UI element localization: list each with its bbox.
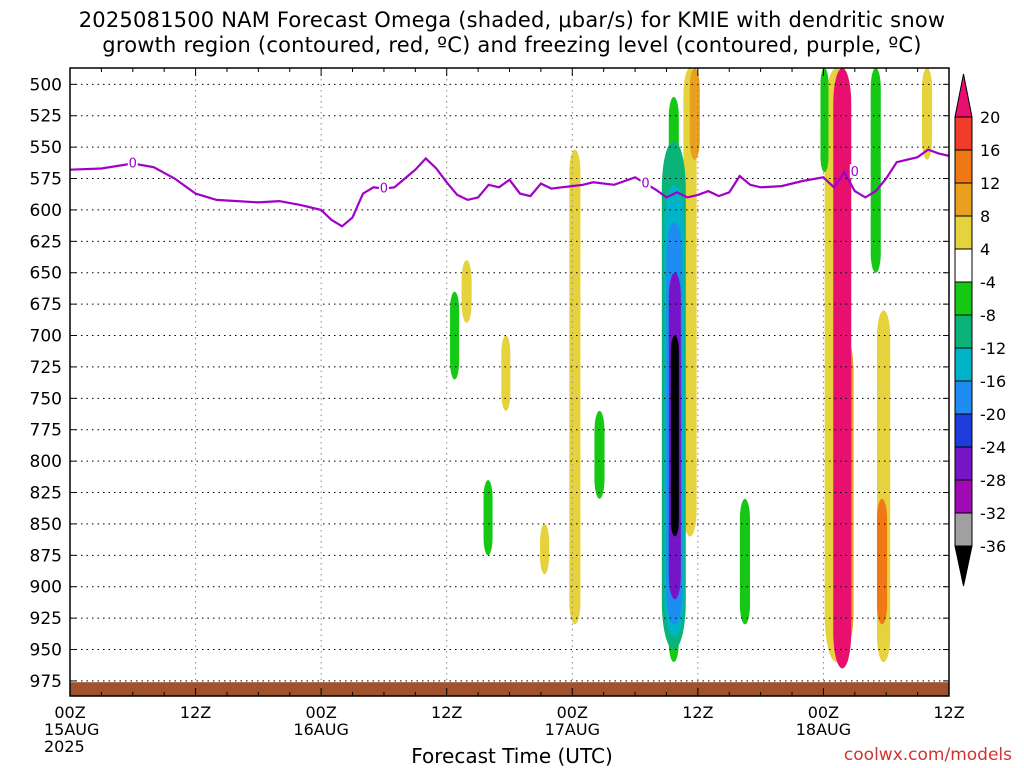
y-tick-label: 525 bbox=[30, 107, 62, 127]
colorbar-level-label: -8 bbox=[980, 306, 996, 325]
colorbar-min-triangle bbox=[954, 545, 973, 587]
y-tick-label: 950 bbox=[30, 641, 62, 661]
freezing-level-contour-label: 0 bbox=[851, 165, 859, 180]
colorbar-swatch bbox=[954, 182, 973, 217]
y-tick-label: 975 bbox=[30, 672, 62, 692]
x-tick-label: 17AUG bbox=[545, 720, 600, 739]
colorbar-swatch bbox=[954, 380, 973, 415]
omega-region bbox=[739, 498, 750, 625]
colorbar-level-label: -4 bbox=[980, 273, 996, 292]
y-tick-label: 750 bbox=[30, 389, 62, 409]
y-tick-label: 900 bbox=[30, 578, 62, 598]
y-tick-label: 725 bbox=[30, 358, 62, 378]
y-tick-label: 600 bbox=[30, 201, 62, 221]
colorbar-swatch bbox=[954, 281, 973, 316]
x-tick-label: 12Z bbox=[180, 703, 211, 722]
colorbar-level-label: -32 bbox=[980, 504, 1006, 523]
omega-region bbox=[594, 410, 605, 499]
omega-region bbox=[833, 68, 852, 669]
x-tick-label: 18AUG bbox=[796, 720, 851, 739]
y-tick-label: 800 bbox=[30, 452, 62, 472]
y-tick-label: 675 bbox=[30, 295, 62, 315]
contour-label-bg bbox=[378, 180, 389, 195]
freezing-level-line bbox=[70, 148, 949, 228]
y-tick-label: 850 bbox=[30, 515, 62, 535]
colorbar-level-label: -24 bbox=[980, 438, 1006, 457]
colorbar-swatch bbox=[954, 149, 973, 184]
colorbar-swatch bbox=[954, 314, 973, 349]
colorbar-swatch bbox=[954, 248, 973, 283]
x-tick-label: 16AUG bbox=[293, 720, 348, 739]
x-tick-label: 2025 bbox=[44, 737, 85, 756]
y-tick-label: 650 bbox=[30, 264, 62, 284]
colorbar-swatch bbox=[954, 413, 973, 448]
colorbar-swatch bbox=[954, 116, 973, 151]
colorbar-level-label: 12 bbox=[980, 174, 1000, 193]
y-tick-label: 500 bbox=[30, 75, 62, 95]
y-tick-label: 700 bbox=[30, 327, 62, 347]
omega-region bbox=[501, 335, 511, 411]
x-axis-label: Forecast Time (UTC) bbox=[411, 744, 613, 768]
omega-region bbox=[670, 335, 679, 537]
chart-title-line-2: growth region (contoured, red, ºC) and f… bbox=[102, 33, 922, 57]
contour-label-bg bbox=[640, 175, 651, 190]
chart-title-line-1: 2025081500 NAM Forecast Omega (shaded, μ… bbox=[78, 8, 946, 32]
omega-region bbox=[921, 68, 933, 160]
freezing-level-contour-label: 0 bbox=[380, 182, 388, 197]
omega-region bbox=[870, 68, 881, 273]
omega-region bbox=[450, 291, 460, 380]
colorbar-swatch bbox=[954, 446, 973, 481]
colorbar-level-label: -12 bbox=[980, 339, 1006, 358]
y-tick-label: 575 bbox=[30, 170, 62, 190]
contour-label-bg bbox=[127, 155, 138, 170]
x-tick-label: 00Z bbox=[808, 703, 839, 722]
colorbar-level-label: 20 bbox=[980, 108, 1000, 127]
x-tick-label: 00Z bbox=[305, 703, 336, 722]
colorbar-swatch bbox=[954, 512, 973, 547]
x-tick-label: 00Z bbox=[54, 703, 85, 722]
colorbar-swatch bbox=[954, 215, 973, 250]
x-tick-label: 00Z bbox=[557, 703, 588, 722]
x-tick-label: 12Z bbox=[933, 703, 964, 722]
y-tick-label: 825 bbox=[30, 484, 62, 504]
colorbar-level-label: -20 bbox=[980, 405, 1006, 424]
omega-region bbox=[483, 479, 493, 556]
x-tick-label: 15AUG bbox=[44, 720, 99, 739]
colorbar-max-triangle bbox=[954, 73, 973, 118]
y-tick-label: 925 bbox=[30, 609, 62, 629]
contour-label-bg bbox=[849, 164, 860, 179]
omega-region bbox=[683, 68, 697, 537]
colorbar-level-label: 4 bbox=[980, 240, 990, 259]
freezing-level-contour-label: 0 bbox=[129, 156, 137, 171]
y-tick-label: 775 bbox=[30, 421, 62, 441]
colorbar-level-label: 16 bbox=[980, 141, 1000, 160]
omega-region bbox=[461, 260, 472, 323]
omega-region bbox=[876, 498, 888, 625]
colorbar-swatch bbox=[954, 479, 973, 514]
omega-region bbox=[820, 68, 829, 173]
site-credit: coolwx.com/models bbox=[843, 745, 1012, 765]
y-tick-label: 875 bbox=[30, 546, 62, 566]
colorbar-level-label: -16 bbox=[980, 372, 1006, 391]
x-tick-label: 12Z bbox=[431, 703, 462, 722]
omega-region bbox=[569, 149, 581, 625]
colorbar-level-label: -28 bbox=[980, 471, 1006, 490]
freezing-level-contour-label: 0 bbox=[641, 177, 649, 192]
y-tick-label: 625 bbox=[30, 232, 62, 252]
x-tick-label: 12Z bbox=[682, 703, 713, 722]
colorbar-level-label: -36 bbox=[980, 537, 1006, 556]
colorbar-swatch bbox=[954, 347, 973, 382]
omega-region bbox=[689, 68, 700, 160]
omega-region bbox=[540, 523, 550, 575]
colorbar-level-label: 8 bbox=[980, 207, 990, 226]
y-tick-label: 550 bbox=[30, 138, 62, 158]
